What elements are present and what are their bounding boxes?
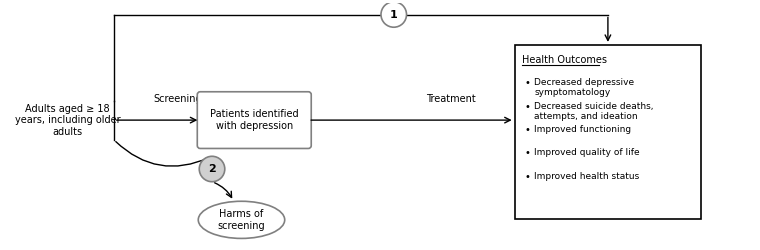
Text: Improved health status: Improved health status xyxy=(534,172,639,181)
Text: •: • xyxy=(524,148,530,158)
Text: Improved quality of life: Improved quality of life xyxy=(534,148,640,158)
Text: •: • xyxy=(524,172,530,182)
Text: •: • xyxy=(524,102,530,112)
FancyBboxPatch shape xyxy=(515,45,701,219)
Text: 1: 1 xyxy=(390,10,397,20)
Text: Treatment: Treatment xyxy=(426,94,476,104)
Text: Patients identified
with depression: Patients identified with depression xyxy=(210,109,299,131)
Text: Decreased suicide deaths,
attempts, and ideation: Decreased suicide deaths, attempts, and … xyxy=(534,102,654,121)
Text: •: • xyxy=(524,125,530,135)
Circle shape xyxy=(199,156,225,182)
Text: Screening: Screening xyxy=(154,94,202,104)
Text: Health Outcomes: Health Outcomes xyxy=(522,56,607,66)
Text: Decreased depressive
symptomatology: Decreased depressive symptomatology xyxy=(534,78,635,98)
Text: •: • xyxy=(524,78,530,88)
Text: Improved functioning: Improved functioning xyxy=(534,125,632,134)
Text: Adults aged ≥ 18
years, including older
adults: Adults aged ≥ 18 years, including older … xyxy=(14,104,120,137)
Text: Harms of
screening: Harms of screening xyxy=(217,209,265,231)
Text: 2: 2 xyxy=(208,164,216,174)
Circle shape xyxy=(381,2,407,27)
FancyBboxPatch shape xyxy=(198,92,312,148)
Ellipse shape xyxy=(198,201,285,238)
